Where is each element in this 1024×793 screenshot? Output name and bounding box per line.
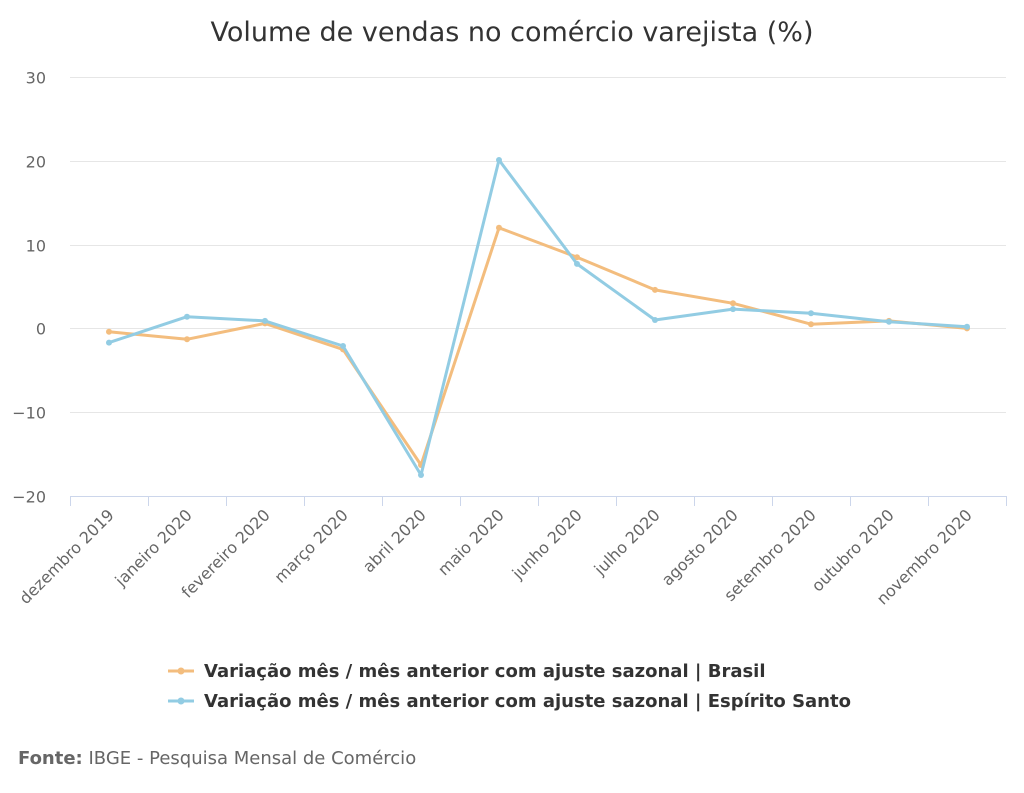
x-tick-label: maio 2020 bbox=[434, 505, 508, 579]
y-tick-label: 0 bbox=[36, 320, 46, 339]
legend-label: Variação mês / mês anterior com ajuste s… bbox=[204, 691, 851, 712]
data-point[interactable] bbox=[340, 343, 346, 349]
x-tick-label: janeiro 2020 bbox=[111, 505, 196, 590]
y-tick-label: −20 bbox=[12, 488, 46, 507]
series-line bbox=[107, 226, 969, 467]
x-tick-label: abril 2020 bbox=[359, 505, 430, 576]
data-point[interactable] bbox=[964, 323, 970, 330]
data-point[interactable] bbox=[262, 317, 268, 324]
chart-title: Volume de vendas no comércio varejista (… bbox=[211, 17, 814, 48]
y-tick-label: 20 bbox=[26, 153, 46, 172]
legend-item[interactable]: Variação mês / mês anterior com ajuste s… bbox=[168, 661, 766, 682]
gridlines bbox=[70, 77, 1006, 413]
y-tick-label: 30 bbox=[26, 69, 46, 88]
data-point[interactable] bbox=[730, 306, 736, 313]
x-tick-label: dezembro 2019 bbox=[15, 505, 117, 607]
x-tick-label: março 2020 bbox=[271, 505, 352, 586]
source-note: Fonte: IBGE - Pesquisa Mensal de Comérci… bbox=[18, 748, 416, 769]
legend-marker bbox=[177, 667, 185, 675]
source-label: Fonte: bbox=[18, 748, 83, 769]
x-tick-label: outubro 2020 bbox=[808, 505, 898, 595]
data-point[interactable] bbox=[418, 472, 424, 478]
data-point[interactable] bbox=[184, 336, 190, 343]
legend-item[interactable]: Variação mês / mês anterior com ajuste s… bbox=[168, 691, 851, 712]
y-tick-label: 10 bbox=[26, 237, 46, 256]
data-point[interactable] bbox=[184, 313, 190, 320]
data-point[interactable] bbox=[106, 339, 112, 346]
y-axis-ticks: 30 20 10 0 −10 −20 bbox=[12, 69, 46, 507]
data-point[interactable] bbox=[808, 321, 814, 328]
x-tick-label: julho 2020 bbox=[590, 505, 664, 579]
data-point[interactable] bbox=[574, 254, 580, 261]
legend: Variação mês / mês anterior com ajuste s… bbox=[168, 661, 851, 712]
legend-marker bbox=[177, 697, 185, 705]
series-line bbox=[107, 158, 969, 477]
source-text: IBGE - Pesquisa Mensal de Comércio bbox=[88, 748, 417, 769]
data-point[interactable] bbox=[496, 157, 502, 163]
data-point[interactable] bbox=[886, 318, 892, 325]
data-point[interactable] bbox=[652, 317, 658, 323]
x-tick-label: agosto 2020 bbox=[658, 505, 742, 589]
data-point[interactable] bbox=[496, 224, 502, 231]
series-lines bbox=[106, 157, 970, 478]
data-point[interactable] bbox=[574, 260, 580, 267]
data-point[interactable] bbox=[106, 328, 112, 335]
legend-label: Variação mês / mês anterior com ajuste s… bbox=[204, 661, 766, 682]
series-2 bbox=[106, 157, 970, 478]
data-point[interactable] bbox=[652, 286, 658, 293]
data-point[interactable] bbox=[808, 310, 814, 317]
data-point[interactable] bbox=[730, 300, 736, 307]
series-1 bbox=[106, 224, 970, 468]
x-tick-label: junho 2020 bbox=[508, 505, 586, 583]
y-tick-label: −10 bbox=[12, 404, 46, 423]
